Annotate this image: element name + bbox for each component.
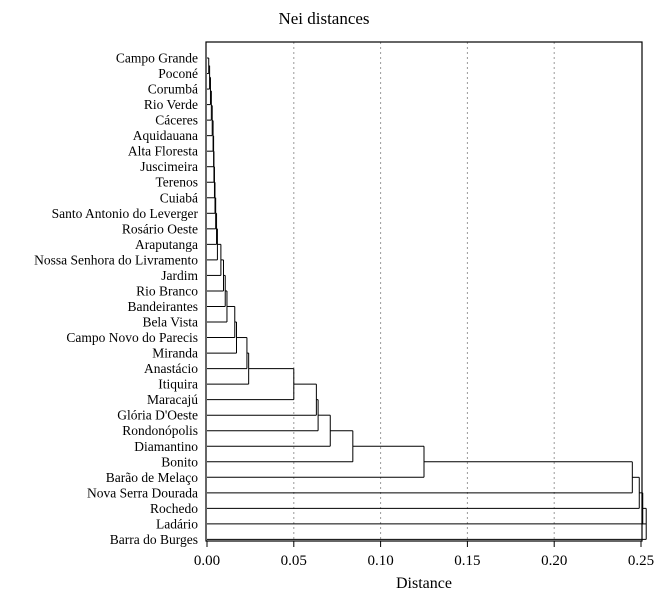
x-axis-label: Distance <box>396 575 452 592</box>
dendrogram-links <box>207 57 647 540</box>
leaf-label: Corumbá <box>148 82 198 97</box>
leaf-label: Rio Verde <box>144 97 198 112</box>
leaf-label: Alta Floresta <box>128 144 198 159</box>
x-tick-label: 0.15 <box>454 553 480 569</box>
leaf-label: Nova Serra Dourada <box>87 485 198 500</box>
leaf-label: Ladário <box>156 516 198 531</box>
leaf-label: Barão de Melaço <box>106 470 198 485</box>
x-tick-label: 0.10 <box>367 553 393 569</box>
leaf-label: Santo Antonio do Leverger <box>52 206 199 221</box>
leaf-label: Bandeirantes <box>128 299 198 314</box>
leaf-label: Glória D'Oeste <box>117 408 198 423</box>
leaf-label: Bela Vista <box>142 315 198 330</box>
x-tick-label: 0.20 <box>541 553 567 569</box>
leaf-label: Juscimeira <box>140 159 198 174</box>
leaf-label: Maracajú <box>147 392 198 407</box>
leaf-label: Campo Novo do Parecis <box>66 330 198 345</box>
x-tick-label: 0.05 <box>281 553 307 569</box>
leaf-label: Barra do Burges <box>110 532 198 547</box>
leaf-label: Terenos <box>155 175 198 190</box>
leaf-label: Rochedo <box>150 501 198 516</box>
gridlines <box>293 42 555 541</box>
chart-title: Nei distances <box>278 9 369 28</box>
leaf-label: Cáceres <box>155 113 198 128</box>
leaf-label: Poconé <box>158 66 198 81</box>
leaf-label: Nossa Senhora do Livramento <box>34 252 198 267</box>
x-tick-label: 0.00 <box>194 553 220 569</box>
leaf-label: Rondonópolis <box>122 423 198 438</box>
leaf-label: Rosário Oeste <box>122 221 198 236</box>
leaf-label: Miranda <box>152 346 198 361</box>
leaf-label: Campo Grande <box>116 51 198 66</box>
plot-frame <box>205 41 643 542</box>
x-tick-label: 0.25 <box>628 553 654 569</box>
leaf-label: Rio Branco <box>136 283 198 298</box>
leaf-label: Itiquira <box>158 377 198 392</box>
leaf-label: Jardim <box>161 268 198 283</box>
leaf-label: Anastácio <box>144 361 198 376</box>
leaf-label: Cuiabá <box>160 190 198 205</box>
x-axis-ticks: 0.00 0.05 0.10 0.15 0.20 0.25 <box>194 541 654 569</box>
leaf-label: Diamantino <box>134 439 198 454</box>
leaf-label: Araputanga <box>135 237 198 252</box>
leaf-label: Bonito <box>161 454 198 469</box>
leaf-label: Aquidauana <box>133 128 198 143</box>
